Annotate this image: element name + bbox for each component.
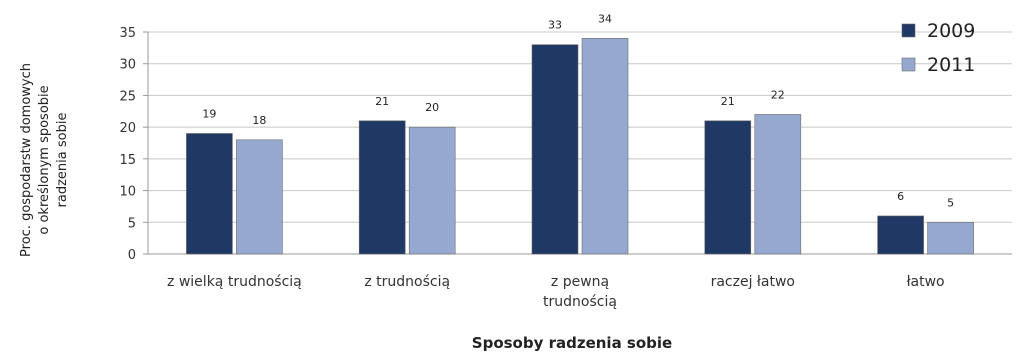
x-category-label: z trudnością	[364, 274, 450, 290]
x-category-label: z wielką trudnością	[167, 274, 302, 290]
gridlines	[148, 31, 1012, 255]
legend: 2009 2011	[901, 20, 975, 76]
bar-2011	[408, 126, 456, 255]
y-axis-label: Proc. gospodarstw domowych o określonym s…	[19, 63, 70, 257]
bars	[186, 38, 974, 255]
legend-swatch-2011	[901, 57, 916, 72]
data-label: 5	[947, 196, 954, 209]
data-label: 21	[721, 95, 735, 108]
data-label: 34	[598, 12, 612, 25]
y-axis: 0 5 10 15 20 25 30 35	[119, 26, 149, 263]
x-category-label: z pewną	[551, 274, 609, 290]
y-tick-label: 35	[119, 26, 136, 41]
y-tick-label: 30	[119, 58, 136, 73]
y-tick-label: 10	[119, 185, 136, 200]
data-label: 33	[548, 19, 562, 32]
data-label: 6	[897, 190, 904, 203]
data-label: 18	[252, 114, 266, 127]
legend-label: 2009	[927, 20, 975, 42]
data-label: 21	[375, 95, 389, 108]
y-tick-label: 0	[128, 248, 136, 263]
y-tick-label: 20	[119, 121, 136, 136]
x-axis-label: Sposoby radzenia sobie	[472, 334, 672, 352]
x-category-label: łatwo	[907, 274, 945, 290]
data-label: 20	[425, 101, 439, 114]
y-axis-label-line: radzenia sobie	[55, 113, 70, 208]
bar-2011	[927, 221, 974, 255]
y-axis-label-line: o określonym sposobie	[37, 85, 52, 234]
bar-2009	[358, 120, 406, 255]
y-tick-label: 15	[119, 153, 136, 168]
bar-2009	[186, 133, 233, 255]
data-labels: 19 18 21 20 33 34 21 22 6 5	[202, 12, 954, 209]
bar-2011	[236, 139, 283, 255]
x-category-label: trudnością	[543, 294, 617, 310]
data-label: 19	[202, 107, 216, 120]
legend-label: 2011	[927, 54, 975, 76]
y-tick-label: 25	[119, 89, 136, 104]
x-category-label: raczej łatwo	[711, 274, 795, 290]
y-tick-label: 5	[128, 216, 136, 231]
x-axis-categories: z wielką trudnością z trudnością z pewną tr…	[167, 274, 945, 310]
data-label: 22	[771, 88, 785, 101]
y-axis-label-line: Proc. gospodarstw domowych	[19, 63, 34, 257]
bar-2009	[704, 120, 752, 255]
bar-2009	[877, 215, 924, 255]
bar-2009	[531, 44, 579, 255]
bar-2011	[581, 38, 629, 255]
bar-2011	[754, 114, 802, 255]
legend-swatch-2009	[901, 23, 916, 38]
